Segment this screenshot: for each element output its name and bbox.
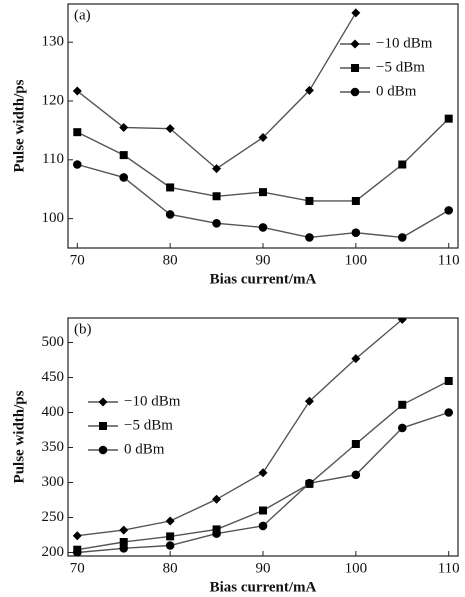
data-point <box>258 468 268 478</box>
x-tick-label: 100 <box>345 560 368 576</box>
data-point <box>398 400 407 409</box>
data-point <box>444 114 453 123</box>
y-tick-label: 500 <box>42 334 65 350</box>
y-tick-label: 400 <box>42 404 65 420</box>
y-tick-label: 250 <box>42 509 65 525</box>
data-point <box>212 529 221 538</box>
x-axis-label: Bias current/mA <box>210 271 317 287</box>
legend-label: 0 dBm <box>376 83 417 99</box>
legend-marker <box>98 397 108 407</box>
series-line <box>76 12 357 170</box>
x-tick-label: 90 <box>256 252 271 268</box>
legend-label: −10 dBm <box>376 35 433 51</box>
chart-panel: 70 80 90 100 110 200 250 300 350 400 450 500 Bias cu… <box>11 317 460 595</box>
legend-marker <box>351 64 359 72</box>
data-point <box>397 318 407 324</box>
plot-lines <box>72 318 454 556</box>
x-axis-label: Bias current/mA <box>210 579 317 595</box>
data-point <box>259 506 267 515</box>
data-point <box>119 538 128 546</box>
data-point <box>304 396 314 406</box>
data-point <box>212 164 222 174</box>
data-point <box>72 86 82 96</box>
x-tick-label: 70 <box>70 560 85 576</box>
x-tick-label: 110 <box>438 560 460 576</box>
data-point <box>165 210 175 219</box>
legend-label: −5 dBm <box>124 417 173 433</box>
y-tick-label: 110 <box>42 151 64 167</box>
data-point <box>397 233 407 242</box>
data-point <box>305 233 314 242</box>
y-tick-label: 200 <box>42 544 65 560</box>
data-point <box>165 516 175 526</box>
data-point <box>73 128 82 137</box>
legend-marker <box>350 39 360 49</box>
data-point <box>212 219 221 228</box>
data-point <box>351 354 361 364</box>
data-point <box>305 478 314 488</box>
data-point <box>259 188 267 197</box>
data-point <box>444 206 454 215</box>
panel-label: (a) <box>74 7 91 23</box>
data-point <box>166 183 175 192</box>
data-point <box>351 196 360 205</box>
series-line <box>77 411 449 554</box>
data-point <box>351 8 361 18</box>
data-point <box>305 196 314 205</box>
legend-marker <box>350 87 360 97</box>
data-point <box>397 423 407 433</box>
data-point <box>444 377 453 385</box>
x-tick-label: 100 <box>345 252 368 268</box>
y-tick-label: 100 <box>42 210 65 226</box>
data-point <box>119 173 129 182</box>
legend-label: −10 dBm <box>124 393 181 409</box>
data-point <box>119 525 129 535</box>
x-tick-label: 90 <box>256 560 271 576</box>
y-tick-label: 350 <box>42 439 65 455</box>
x-tick-label: 80 <box>163 560 178 576</box>
y-axis-label: Pulse width/ps <box>11 390 27 483</box>
x-tick-label: 80 <box>163 252 178 268</box>
y-axis-label: Pulse width/ps <box>11 79 27 172</box>
plot-frame <box>67 317 459 557</box>
data-point <box>212 494 222 504</box>
data-point <box>351 470 361 480</box>
y-tick-label: 130 <box>42 34 65 50</box>
data-point <box>166 532 175 541</box>
y-tick-label: 300 <box>42 474 65 490</box>
data-point <box>72 548 82 556</box>
data-point <box>72 531 82 541</box>
x-tick-label: 70 <box>70 252 85 268</box>
data-point <box>212 192 221 201</box>
y-tick-label: 450 <box>42 369 65 385</box>
legend-label: 0 dBm <box>124 441 165 457</box>
legend-label: −5 dBm <box>376 59 425 75</box>
legend-marker <box>99 422 107 430</box>
data-point <box>444 408 454 417</box>
plot-lines <box>72 8 454 242</box>
series-line <box>77 318 403 537</box>
data-point <box>351 440 360 448</box>
y-tick-label: 120 <box>42 92 65 108</box>
chart-panel: 70 80 90 100 110 100 110 120 130 Bias current/mA P… <box>11 3 460 287</box>
data-point <box>165 124 175 134</box>
data-point <box>398 160 407 169</box>
data-point <box>258 223 268 232</box>
panel-label: (b) <box>74 321 92 337</box>
data-point <box>165 541 175 550</box>
data-point <box>258 132 268 142</box>
data-point <box>72 160 82 169</box>
data-point <box>304 85 314 95</box>
legend-marker <box>98 445 108 455</box>
x-tick-label: 110 <box>438 252 460 268</box>
data-point <box>119 122 129 132</box>
data-point <box>258 521 268 531</box>
data-point <box>351 228 361 238</box>
data-point <box>119 544 129 553</box>
data-point <box>119 151 128 160</box>
